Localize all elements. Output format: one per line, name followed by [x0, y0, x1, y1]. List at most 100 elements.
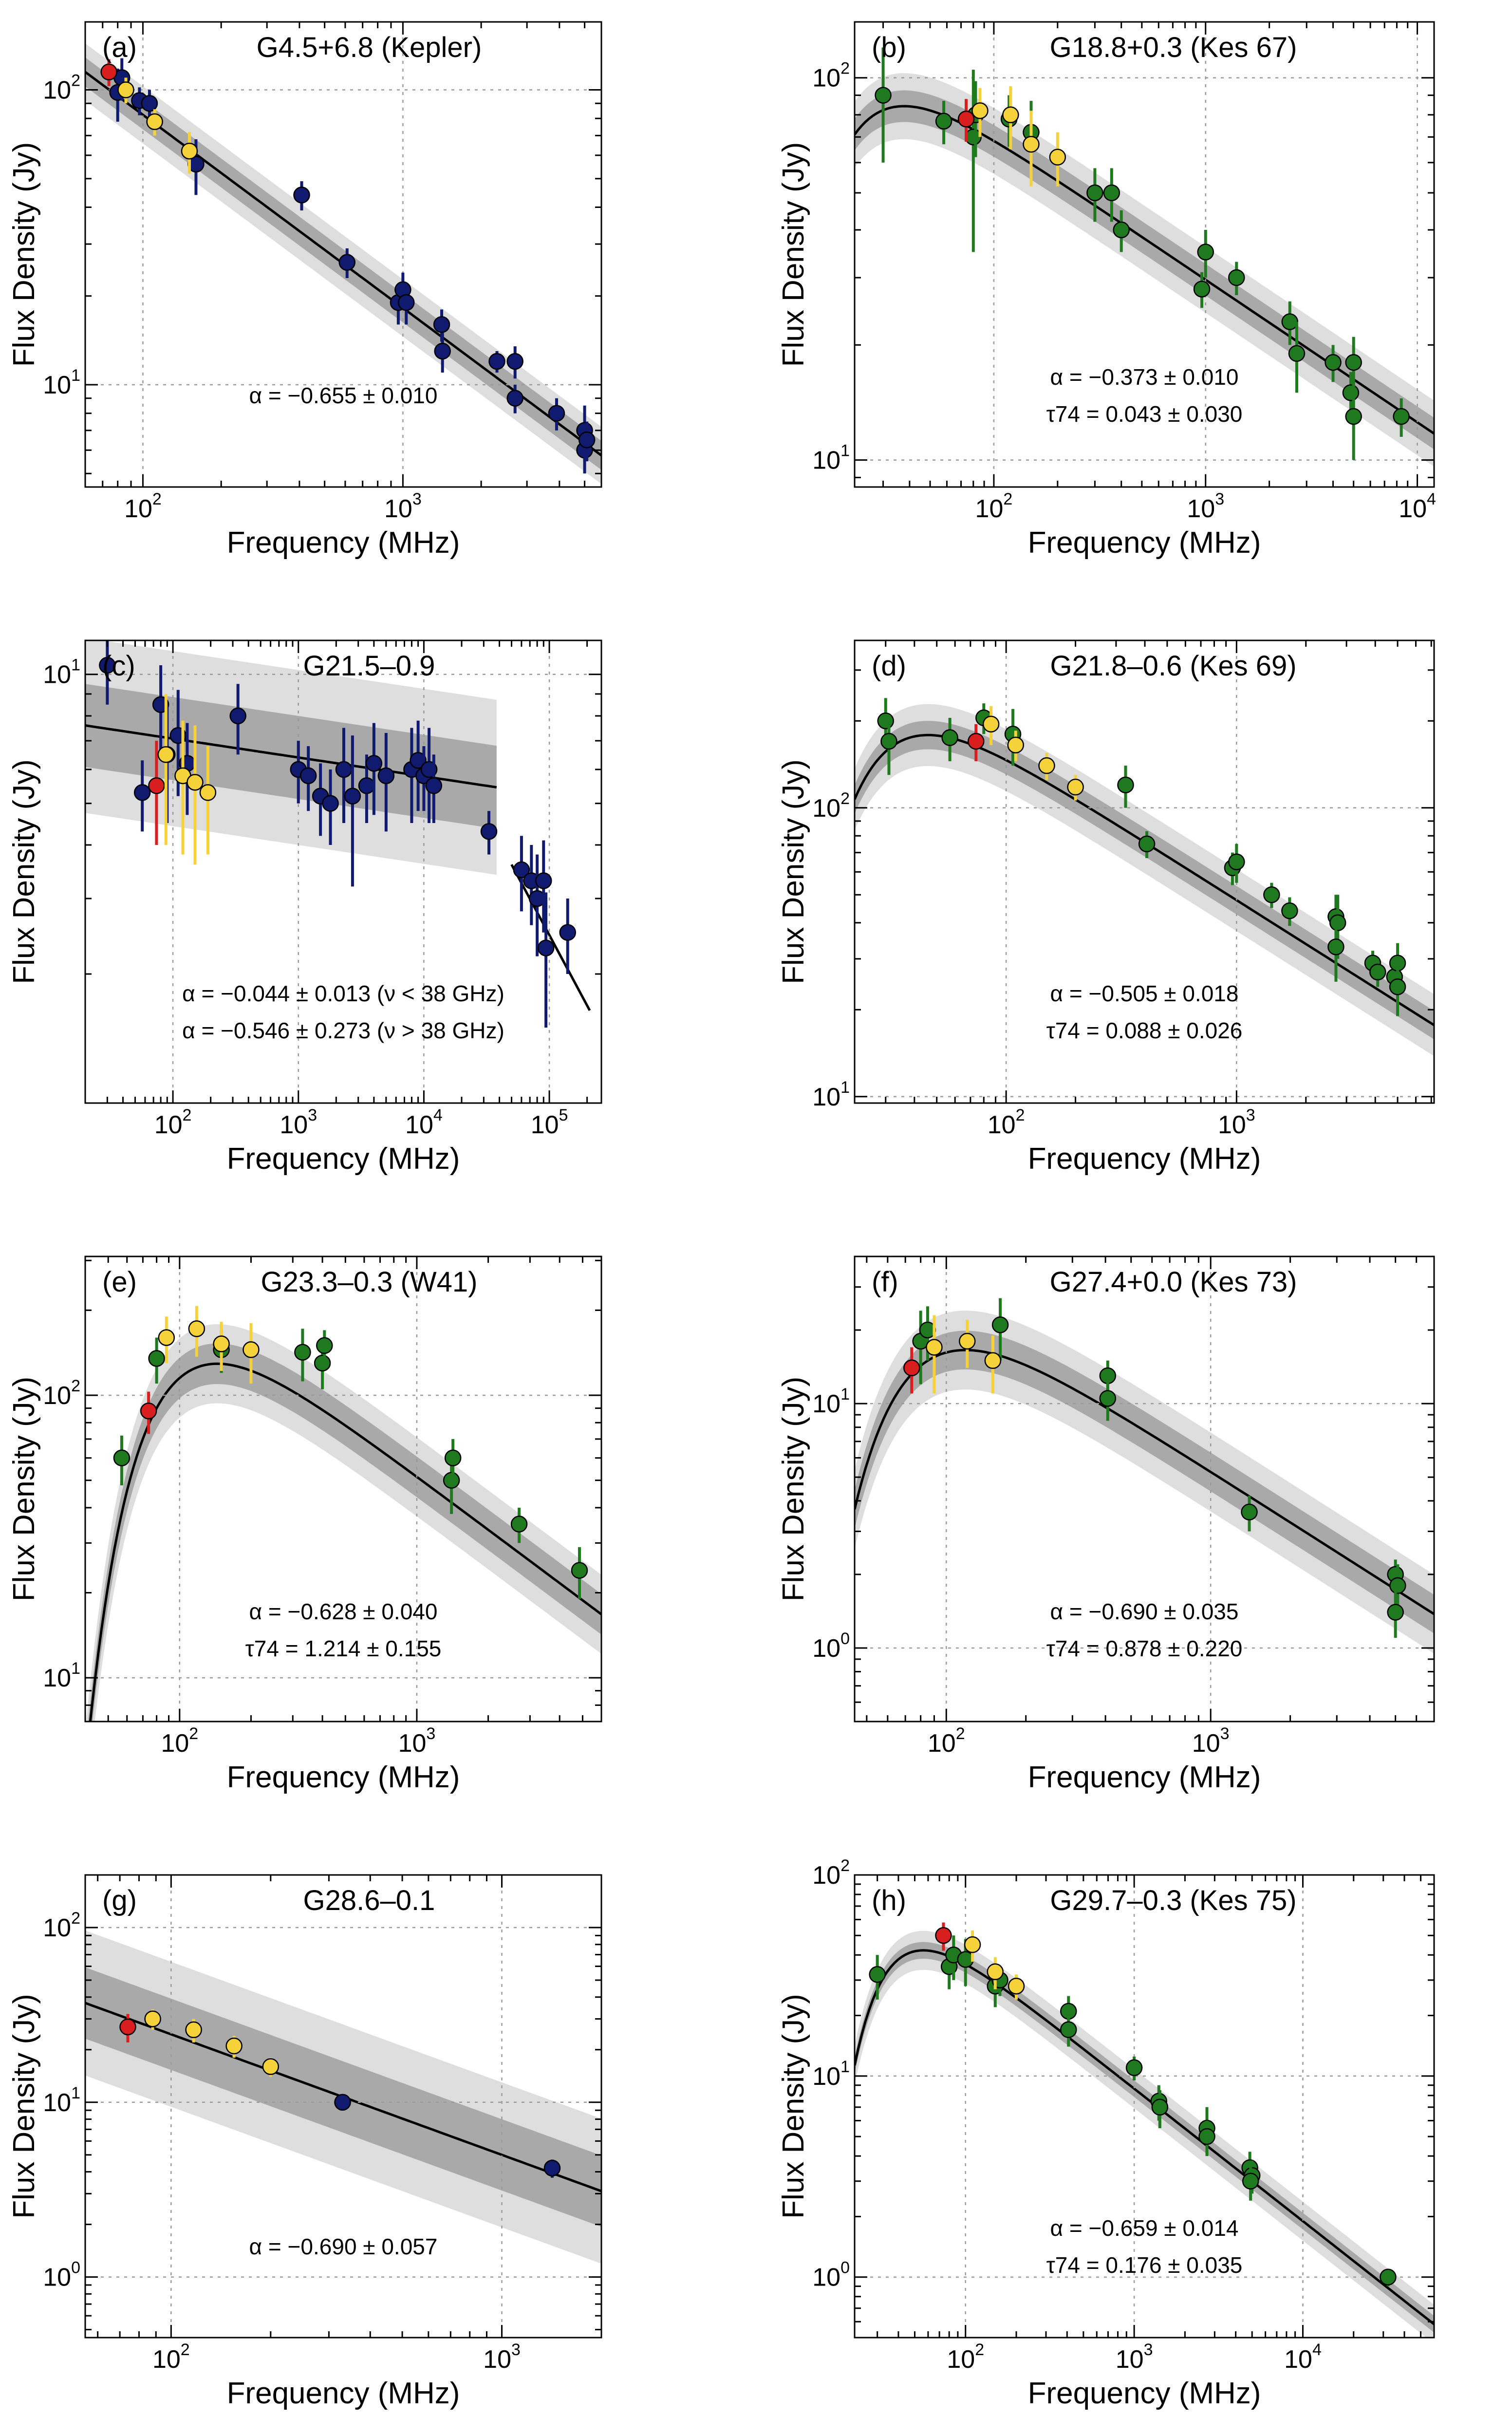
panel-h: 102 103 104 100 101 102 (h) G29.7–0.3 (Kes 75) F… — [777, 1856, 1435, 2410]
x-tick-label: 103 — [398, 1724, 436, 1758]
data-point — [225, 2037, 243, 2055]
series-yellow — [144, 2009, 280, 2077]
fit-annotation: α = −0.373 ± 0.010 — [1050, 364, 1239, 390]
panel-title: G23.3–0.3 (W41) — [261, 1266, 478, 1298]
data-point — [443, 1472, 460, 1489]
data-point — [537, 939, 555, 956]
data-point — [316, 1337, 333, 1354]
y-tick-label: 101 — [43, 656, 80, 689]
panel-b: 102 103 104 101 102 (b) G18.8+0.3 (Kes 67) Freq… — [777, 21, 1436, 560]
y-axis-label: Flux Density (Jy) — [777, 142, 810, 367]
data-point — [1241, 1503, 1258, 1521]
panel-a: 102 103 101 102 (a) G4.5+6.8 (Kepler) Frequenc… — [7, 21, 602, 560]
data-point — [964, 1936, 981, 1953]
fit-annotation: τ74 = 0.043 ± 0.030 — [1046, 401, 1243, 427]
data-point — [425, 777, 443, 794]
data-point — [1393, 408, 1410, 425]
plot-area — [85, 1875, 601, 2338]
data-point — [157, 746, 175, 763]
data-point — [935, 112, 952, 130]
data-point — [959, 1332, 976, 1350]
y-tick-label: 102 — [43, 72, 80, 105]
fit-annotation: α = −0.659 ± 0.014 — [1050, 2215, 1239, 2241]
data-point — [117, 81, 134, 98]
panel-label: (f) — [872, 1266, 898, 1298]
x-tick-label: 103 — [280, 1106, 317, 1139]
data-point — [322, 795, 339, 812]
data-point — [957, 1951, 974, 1968]
x-tick-label: 104 — [1399, 490, 1436, 523]
x-axis-label: Frequency (MHz) — [227, 2377, 460, 2410]
plot-frame — [84, 639, 602, 1104]
data-point — [1369, 963, 1386, 981]
x-tick-label: 102 — [975, 490, 1013, 523]
data-point — [991, 1316, 1009, 1333]
data-point — [148, 777, 165, 794]
data-point — [506, 390, 523, 407]
series-yellow — [158, 1306, 260, 1384]
data-point — [548, 405, 565, 422]
data-point — [1288, 345, 1306, 362]
data-point — [559, 924, 576, 941]
series-yellow — [982, 706, 1084, 801]
x-tick-label: 102 — [988, 1106, 1025, 1139]
fit-annotation: α = −0.546 ± 0.273 (ν > 38 GHz) — [182, 1018, 504, 1043]
panel-c: 102 103 104 105 101 (c) G21.5–0.9 Frequency (MH… — [7, 639, 602, 1176]
y-tick-label: 100 — [812, 1630, 850, 1663]
model-curve-high — [510, 864, 591, 1011]
fit-annotation: α = −0.690 ± 0.035 — [1050, 1599, 1239, 1624]
data-point — [935, 1927, 952, 1944]
y-axis-label: Flux Density (Jy) — [7, 1377, 41, 1602]
plot-frame — [84, 21, 602, 488]
series-yellow — [971, 86, 1066, 187]
data-point — [1060, 2021, 1077, 2038]
data-point — [1345, 408, 1362, 425]
panel-label: (e) — [102, 1266, 137, 1298]
x-axis-label: Frequency (MHz) — [227, 526, 460, 560]
data-point — [1281, 902, 1298, 919]
x-tick-label: 103 — [1192, 1724, 1230, 1758]
data-point — [1329, 914, 1346, 932]
uncertainty-band-outer — [855, 73, 1434, 467]
data-point — [506, 353, 523, 370]
data-point — [365, 755, 383, 772]
x-tick-label: 102 — [124, 490, 162, 523]
data-point — [880, 732, 897, 750]
data-point — [513, 861, 530, 879]
data-point — [543, 2159, 561, 2177]
panel-label: (c) — [102, 650, 135, 682]
y-tick-label: 100 — [43, 2259, 80, 2292]
data-point — [535, 872, 552, 889]
data-point — [144, 2010, 161, 2027]
fit-annotation: α = −0.690 ± 0.057 — [249, 2234, 438, 2259]
y-tick-label: 101 — [43, 2084, 80, 2117]
data-point — [1008, 1977, 1025, 1995]
x-axis-label: Frequency (MHz) — [1028, 1761, 1261, 1794]
data-point — [968, 732, 985, 750]
y-tick-label: 101 — [43, 1659, 80, 1692]
data-point — [1099, 1390, 1117, 1407]
panel-title: G28.6–0.1 — [303, 1885, 435, 1916]
panel-label: (b) — [872, 32, 906, 63]
data-point — [1086, 184, 1103, 202]
series-navy — [334, 2094, 561, 2178]
data-point — [344, 787, 361, 805]
data-point — [1103, 184, 1120, 202]
data-point — [434, 342, 451, 360]
plot-area — [85, 640, 601, 1103]
data-point — [335, 761, 353, 778]
data-point — [188, 1320, 205, 1337]
data-point — [971, 102, 989, 119]
series-navy — [109, 58, 596, 474]
y-tick-label: 101 — [812, 1078, 850, 1111]
data-point — [141, 94, 158, 112]
data-point — [1325, 354, 1342, 371]
fit-annotation: α = −0.655 ± 0.010 — [249, 383, 438, 408]
plot-area — [855, 1256, 1434, 1722]
plot-frame — [854, 1255, 1435, 1723]
data-point — [982, 715, 1000, 733]
data-point — [1242, 2173, 1259, 2190]
plot-area — [85, 22, 601, 487]
data-point — [1193, 281, 1211, 298]
